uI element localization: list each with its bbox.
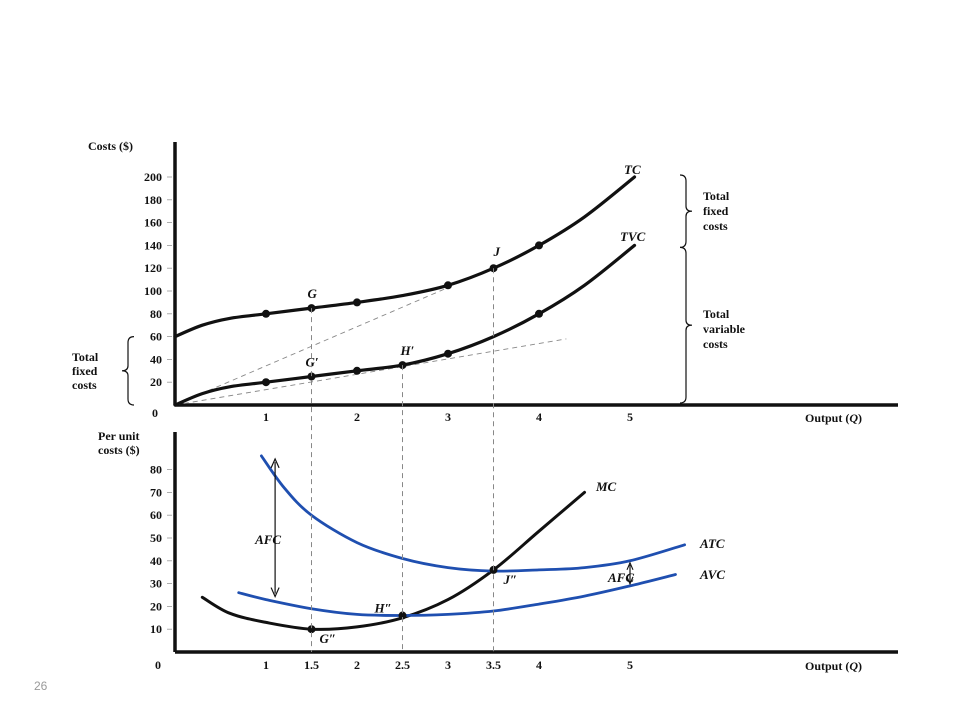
- bottom-x-tick-label: 3.5: [486, 658, 501, 672]
- bottom-x-tick-label: 2.5: [395, 658, 410, 672]
- tvc-curve: [173, 243, 637, 407]
- top-x-tick-label: 3: [445, 410, 451, 424]
- top-y-tick-label: 80: [150, 307, 162, 321]
- brace-total-variable-right: [679, 246, 693, 404]
- annotation-total-fixed-costs: costs: [703, 219, 728, 233]
- bottom-x-tick-label: 3: [445, 658, 451, 672]
- point-marker: [444, 281, 452, 290]
- bottom-x-tick-label: 1: [263, 658, 269, 672]
- top-y-tick-label: 60: [150, 330, 162, 344]
- bottom-y-axis-label: Per unit: [98, 429, 139, 443]
- top-y-tick-label: 0: [152, 406, 158, 420]
- atc-curve-label: ATC: [699, 536, 725, 551]
- bottom-x-tick-label: 5: [627, 658, 633, 672]
- top-y-tick-label: 100: [144, 284, 162, 298]
- point-label: H″: [374, 601, 392, 616]
- annotation-total-fixed-costs-left: Total: [72, 350, 99, 364]
- bottom-y-tick-label: 10: [150, 622, 162, 636]
- point-marker: [262, 378, 270, 387]
- brace-total-fixed-left: [121, 336, 135, 406]
- top-y-tick-label: 200: [144, 170, 162, 184]
- bottom-y-tick-label: 60: [150, 508, 162, 522]
- bottom-y-axis-label: costs ($): [98, 443, 140, 457]
- tvc-curve-label: TVC: [620, 229, 646, 244]
- top-panel-total-costs: Costs ($) Output (Q) 0 20 40 60 80 100 120 140 160…: [72, 139, 898, 425]
- slide-number: 26: [34, 679, 48, 693]
- point-label: H′: [400, 343, 415, 358]
- ray-from-origin: [174, 338, 567, 406]
- point-label: G″: [320, 631, 337, 646]
- bottom-x-axis-label: Output (Q): [805, 659, 862, 673]
- bottom-y-tick-label: 70: [150, 485, 162, 499]
- bottom-y-tick-label: 80: [150, 463, 162, 477]
- point-marker: [307, 372, 316, 381]
- point-marker: [535, 309, 543, 318]
- annotation-total-variable-costs: variable: [703, 322, 746, 336]
- mc-curve-label: MC: [595, 479, 617, 494]
- bottom-y-tick-label: 30: [150, 577, 162, 591]
- afc-arrow-head-2: [626, 561, 634, 571]
- top-x-tick-label: 5: [627, 410, 633, 424]
- atc-curve: [260, 454, 686, 573]
- tc-curve-label: TC: [624, 162, 641, 177]
- top-x-tick-label: 2: [354, 410, 360, 424]
- bottom-y-tick-label: 40: [150, 554, 162, 568]
- top-y-tick-label: 40: [150, 352, 162, 366]
- top-y-tick-label: 120: [144, 261, 162, 275]
- annotation-total-variable-costs: Total: [703, 307, 730, 321]
- point-label: G: [308, 286, 318, 301]
- afc-label: AFC: [254, 532, 281, 547]
- bottom-x-tick-label: 1.5: [304, 658, 319, 672]
- point-label: G′: [306, 355, 319, 370]
- point-marker: [398, 611, 407, 620]
- avc-curve-label: AVC: [699, 567, 725, 582]
- afc-arrow-head: [270, 457, 280, 469]
- annotation-total-variable-costs: costs: [703, 337, 728, 351]
- point-label: J: [493, 244, 501, 259]
- top-y-tick-label: 180: [144, 193, 162, 207]
- annotation-total-fixed-costs-left: costs: [72, 378, 97, 392]
- afc-arrow-head-2: [626, 576, 634, 586]
- avc-curve: [237, 573, 677, 617]
- annotation-total-fixed-costs: Total: [703, 189, 730, 203]
- point-label: J″: [503, 572, 518, 587]
- top-y-tick-label: 140: [144, 238, 162, 252]
- point-marker: [535, 241, 543, 250]
- point-marker: [353, 366, 361, 375]
- point-marker: [444, 349, 452, 358]
- top-x-axis-label: Output (Q): [805, 411, 862, 425]
- top-x-tick-label: 4: [536, 410, 542, 424]
- mc-curve: [200, 490, 586, 631]
- bottom-x-tick-label: 0: [155, 658, 161, 672]
- bottom-y-tick-label: 50: [150, 531, 162, 545]
- brace-total-fixed-right: [679, 174, 693, 248]
- bottom-x-tick-label: 2: [354, 658, 360, 672]
- top-y-tick-label: 20: [150, 375, 162, 389]
- bottom-y-tick-label: 20: [150, 599, 162, 613]
- afc-arrow-head: [270, 587, 280, 599]
- top-y-axis-label: Costs ($): [88, 139, 133, 153]
- vertical-guide-lines: [311, 268, 494, 652]
- point-marker: [262, 309, 270, 318]
- annotation-total-fixed-costs-left: fixed: [72, 364, 98, 378]
- top-y-tick-label: 160: [144, 216, 162, 230]
- tc-curve: [173, 175, 637, 339]
- point-marker: [353, 298, 361, 307]
- top-x-tick-label: 1: [263, 410, 269, 424]
- bottom-x-tick-label: 4: [536, 658, 542, 672]
- afc-label-2: AFC: [607, 570, 634, 585]
- annotation-total-fixed-costs: fixed: [703, 204, 729, 218]
- point-marker: [307, 625, 316, 634]
